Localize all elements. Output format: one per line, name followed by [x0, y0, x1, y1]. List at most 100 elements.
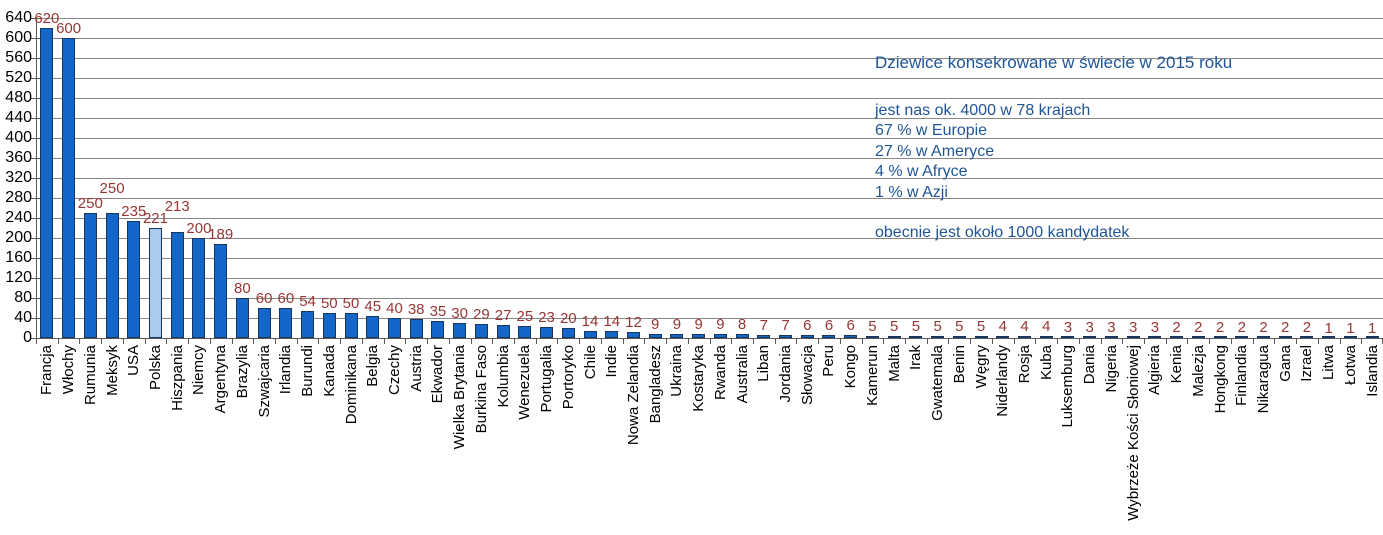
x-axis-category-label: Portoryko — [559, 345, 577, 410]
x-axis-category-label: Luksemburg — [1059, 345, 1077, 428]
x-axis-tick — [122, 338, 124, 344]
bar — [409, 319, 423, 338]
x-axis-category-label: Niderlandy — [994, 345, 1012, 417]
x-axis-tick — [1339, 338, 1341, 344]
x-axis-tick — [274, 338, 276, 344]
bar-value-label: 27 — [494, 306, 512, 324]
bar-value-label: 14 — [581, 313, 599, 330]
bar-value-label: 6 — [824, 317, 834, 334]
y-axis-tick-label: 240 — [5, 209, 32, 226]
bar-value-label: 9 — [651, 315, 660, 333]
x-axis-tick — [1252, 338, 1254, 344]
chart-title: Dziewice konsekrowane w świecie w 2015 r… — [875, 53, 1233, 72]
bar-value-label: 9 — [672, 315, 682, 333]
bar-value-label: 60 — [277, 290, 295, 307]
bar-value-label: 235 — [121, 202, 147, 220]
y-grid-line — [36, 238, 1383, 239]
x-axis-category-label: Łotwa — [1341, 345, 1359, 386]
bar — [540, 326, 554, 338]
y-axis-tick-label: 480 — [5, 89, 32, 106]
y-grid-line — [36, 138, 1383, 139]
bar-value-label: 213 — [164, 197, 190, 215]
bar — [952, 335, 966, 338]
x-axis-tick — [1165, 338, 1167, 344]
x-axis-tick — [188, 338, 190, 344]
x-axis-category-label: Finlandia — [1233, 345, 1251, 406]
bar-value-label: 40 — [386, 300, 403, 317]
y-grid-line — [36, 258, 1383, 259]
bar — [909, 335, 923, 338]
x-axis-tick — [687, 338, 689, 344]
bar — [974, 335, 988, 338]
bar-value-label: 20 — [559, 310, 577, 327]
x-axis-tick — [296, 338, 298, 344]
x-axis-category-label: Rosja — [1016, 345, 1034, 384]
bar — [1148, 336, 1162, 338]
bar — [127, 220, 141, 338]
bar — [1191, 336, 1205, 338]
x-axis-category-label: Szwajcaria — [255, 345, 273, 418]
x-axis-category-label: Nowa Zelandia — [624, 345, 642, 446]
x-axis-tick — [361, 338, 363, 344]
bar — [1083, 336, 1097, 338]
x-axis-category-label: Kuba — [1037, 345, 1055, 381]
x-axis-tick — [991, 338, 993, 344]
bar — [757, 334, 771, 338]
y-grid-line — [36, 298, 1383, 299]
y-grid-line — [36, 318, 1383, 319]
y-grid-line — [36, 78, 1383, 79]
x-axis-tick — [231, 338, 233, 344]
x-axis-category-label: USA — [125, 345, 143, 376]
x-axis-tick — [253, 338, 255, 344]
bar — [235, 298, 249, 338]
bar-value-label: 12 — [625, 314, 642, 331]
y-axis-tick-label: 600 — [5, 29, 32, 46]
bar-value-label: 5 — [933, 317, 942, 335]
y-grid-line — [36, 98, 1383, 99]
bar-value-label: 2 — [1215, 319, 1225, 336]
bar-value-label: 6 — [846, 317, 855, 334]
bar-value-label: 1 — [1367, 319, 1377, 337]
y-axis-tick-label: 200 — [5, 229, 32, 246]
bar — [1257, 336, 1270, 338]
x-axis-tick — [340, 338, 342, 344]
x-axis-category-label: Malezja — [1189, 345, 1207, 397]
bar-value-label: 3 — [1128, 318, 1138, 336]
bar — [779, 334, 793, 338]
bar-value-label: 35 — [429, 302, 447, 320]
x-axis-tick — [926, 338, 928, 344]
bar — [496, 324, 510, 338]
bar — [105, 213, 119, 338]
bar-value-label: 3 — [1063, 318, 1073, 336]
x-axis-line — [32, 338, 1383, 339]
x-axis-category-label: Portugalia — [538, 345, 556, 413]
x-axis-tick — [405, 338, 407, 344]
annotation-line: jest nas ok. 4000 w 78 krajach — [875, 102, 1091, 119]
y-axis-tick-label: 320 — [5, 169, 32, 186]
x-axis-tick — [1296, 338, 1298, 344]
y-axis-tick-label: 40 — [14, 309, 32, 326]
x-axis-tick — [861, 338, 863, 344]
x-axis-tick — [448, 338, 450, 344]
bar — [1213, 336, 1227, 338]
x-axis-tick — [600, 338, 602, 344]
x-axis-tick — [1078, 338, 1080, 344]
bar-value-label: 600 — [56, 20, 82, 37]
y-grid-line — [36, 58, 1383, 59]
x-axis-tick — [427, 338, 429, 344]
x-axis-category-label: Chile — [581, 345, 599, 380]
y-axis-tick-label: 0 — [23, 329, 32, 346]
x-axis-category-label: Liban — [755, 345, 773, 382]
x-axis-category-label: Burkina Faso — [472, 345, 490, 434]
x-axis-category-label: Gana — [1276, 345, 1294, 382]
x-axis-tick — [818, 338, 820, 344]
x-axis-tick — [318, 338, 320, 344]
x-axis-tick — [535, 338, 537, 344]
bar — [735, 334, 749, 338]
x-axis-category-label: Izrael — [1298, 345, 1316, 382]
bar-value-label: 7 — [759, 316, 768, 334]
bar — [1300, 336, 1314, 338]
bar-value-label: 221 — [142, 209, 168, 227]
bar-value-label: 4 — [1042, 318, 1051, 335]
x-axis-category-label: Rumunia — [81, 345, 99, 406]
